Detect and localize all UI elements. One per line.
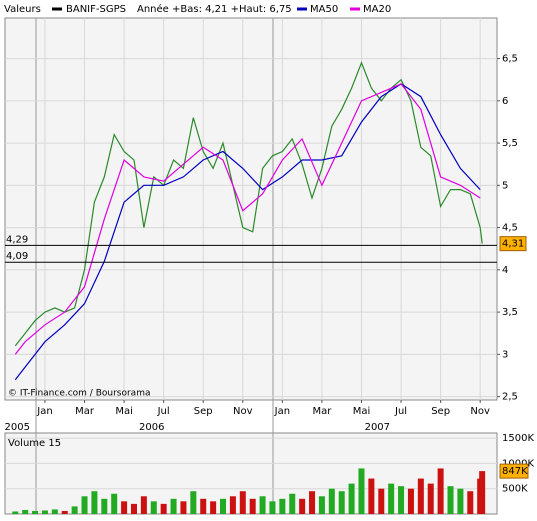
volume-bar <box>91 491 98 514</box>
volume-bar <box>32 510 39 514</box>
y-tick-label: 1500K <box>502 433 534 444</box>
volume-bar <box>348 483 355 514</box>
volume-bar <box>289 493 296 514</box>
x-tick-label: Mar <box>75 406 95 417</box>
y-tick-label: 5 <box>502 180 508 191</box>
volume-bar <box>71 506 78 514</box>
volume-bar <box>180 501 187 514</box>
y-tick-label: 4 <box>502 265 508 276</box>
y-tick-label: 6,5 <box>502 54 518 65</box>
volume-bar <box>417 478 424 514</box>
last-value-box <box>499 463 529 479</box>
volume-bar <box>457 488 464 514</box>
x-tick-label: Jul <box>394 406 407 417</box>
volume-bar <box>51 509 58 514</box>
x-tick-label: Mai <box>353 406 371 417</box>
y-tick-label: 500K <box>502 484 528 495</box>
level-label: 4,29 <box>6 234 28 245</box>
volume-bar <box>190 491 197 514</box>
series-line <box>14 83 481 355</box>
volume-bar <box>398 486 405 514</box>
x-tick-label: Mar <box>312 406 332 417</box>
volume-bar <box>378 488 385 514</box>
price-panel <box>4 17 498 401</box>
volume-bar <box>368 478 375 514</box>
year-label: 2007 <box>365 422 390 433</box>
x-tick-label: Sep <box>431 406 450 417</box>
x-tick-label: Jan <box>274 406 290 417</box>
x-tick-label: Nov <box>233 406 253 417</box>
volume-bar <box>220 498 227 514</box>
volume-bar <box>200 498 207 514</box>
volume-bar <box>41 510 48 514</box>
volume-bar <box>249 498 256 514</box>
volume-bar <box>279 498 286 514</box>
volume-bar <box>427 483 434 514</box>
volume-bar <box>358 468 365 514</box>
year-label: 2006 <box>139 422 164 433</box>
volume-bar <box>111 493 118 514</box>
x-tick-label: Jul <box>157 406 170 417</box>
volume-bar <box>130 503 137 514</box>
x-tick-label: Mai <box>115 406 133 417</box>
y-tick-label: 4,5 <box>502 223 518 234</box>
volume-bar <box>210 501 217 514</box>
volume-bar <box>318 496 325 514</box>
y-tick-label: 5,5 <box>502 138 518 149</box>
volume-bar <box>269 501 276 514</box>
volume-bar <box>388 483 395 514</box>
y-tick-label: 3 <box>502 349 508 360</box>
volume-bar <box>299 498 306 514</box>
volume-bar <box>447 486 454 514</box>
y-tick-label: 6 <box>502 96 508 107</box>
volume-bar <box>150 501 157 514</box>
header-label: Valeurs <box>4 4 41 15</box>
plot-layer <box>5 18 497 514</box>
last-value-box <box>499 236 527 252</box>
volume-bar <box>101 498 108 514</box>
legend-label: MA50 <box>310 4 338 15</box>
level-label: 4,09 <box>6 251 28 262</box>
y-tick-label: 2,5 <box>502 392 518 403</box>
volume-bar <box>479 471 486 514</box>
x-tick-label: Jan <box>36 406 52 417</box>
x-tick-label: Sep <box>194 406 213 417</box>
volume-bar <box>81 496 88 514</box>
legend-label: MA20 <box>363 4 391 15</box>
volume-bar <box>170 498 177 514</box>
volume-bar <box>12 511 19 514</box>
volume-bar <box>259 496 266 514</box>
volume-title: Volume 15 <box>8 438 61 449</box>
volume-bar <box>140 496 147 514</box>
legend-label: BANIF-SGPS <box>66 4 126 15</box>
volume-bar <box>407 488 414 514</box>
y-tick-label: 3,5 <box>502 307 518 318</box>
volume-bar <box>467 491 474 514</box>
volume-bar <box>239 491 246 514</box>
last-value-label: 4,31 <box>502 239 524 250</box>
volume-bar <box>437 468 444 514</box>
volume-bar <box>229 496 236 514</box>
volume-bar <box>309 491 316 514</box>
source: © IT-Finance.com / Boursorama <box>8 389 150 399</box>
header-stats: Année +Bas: 4,21 +Haut: 6,75 <box>137 3 292 15</box>
volume-bar <box>160 503 167 514</box>
series-line <box>14 61 483 347</box>
volume-bar <box>121 501 128 514</box>
volume-bar <box>61 510 68 514</box>
year-label: 2005 <box>5 422 30 433</box>
volume-bar <box>338 491 345 514</box>
volume-bar <box>328 488 335 514</box>
volume-bar <box>22 509 29 514</box>
last-value-label: 847K <box>502 466 528 477</box>
x-tick-label: Nov <box>470 406 490 417</box>
